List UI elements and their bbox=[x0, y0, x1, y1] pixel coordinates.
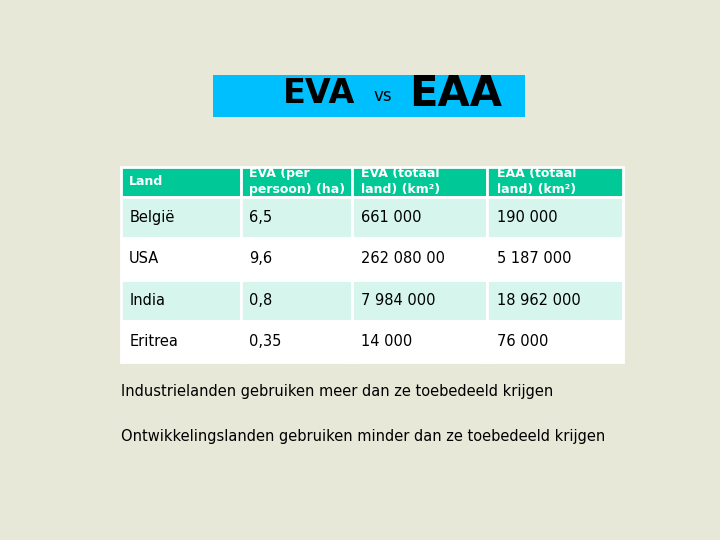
Text: 5 187 000: 5 187 000 bbox=[497, 252, 571, 266]
FancyBboxPatch shape bbox=[487, 280, 623, 321]
Text: 7 984 000: 7 984 000 bbox=[361, 293, 436, 308]
FancyBboxPatch shape bbox=[351, 280, 487, 321]
FancyBboxPatch shape bbox=[487, 238, 623, 280]
FancyBboxPatch shape bbox=[121, 321, 241, 362]
FancyBboxPatch shape bbox=[121, 238, 241, 280]
FancyBboxPatch shape bbox=[487, 321, 623, 362]
Text: 6,5: 6,5 bbox=[249, 210, 272, 225]
Text: 0,8: 0,8 bbox=[249, 293, 272, 308]
Text: USA: USA bbox=[129, 252, 159, 266]
Text: Ontwikkelingslanden gebruiken minder dan ze toebedeeld krijgen: Ontwikkelingslanden gebruiken minder dan… bbox=[121, 429, 605, 444]
Text: 190 000: 190 000 bbox=[497, 210, 557, 225]
Text: Eritrea: Eritrea bbox=[129, 334, 178, 349]
FancyBboxPatch shape bbox=[351, 167, 487, 197]
FancyBboxPatch shape bbox=[487, 197, 623, 238]
FancyBboxPatch shape bbox=[241, 238, 351, 280]
FancyBboxPatch shape bbox=[487, 167, 623, 197]
FancyBboxPatch shape bbox=[121, 167, 241, 197]
Text: 18 962 000: 18 962 000 bbox=[497, 293, 580, 308]
Text: EAA: EAA bbox=[409, 73, 502, 115]
Text: vs: vs bbox=[374, 87, 392, 105]
Text: 0,35: 0,35 bbox=[249, 334, 282, 349]
FancyBboxPatch shape bbox=[213, 75, 526, 117]
FancyBboxPatch shape bbox=[241, 197, 351, 238]
Text: 661 000: 661 000 bbox=[361, 210, 422, 225]
Text: EVA (totaal
land) (km²): EVA (totaal land) (km²) bbox=[361, 167, 441, 197]
FancyBboxPatch shape bbox=[121, 280, 241, 321]
Text: 76 000: 76 000 bbox=[497, 334, 548, 349]
Text: EAA (totaal
land) (km²): EAA (totaal land) (km²) bbox=[497, 167, 576, 197]
Text: EVA (per
persoon) (ha): EVA (per persoon) (ha) bbox=[249, 167, 345, 197]
FancyBboxPatch shape bbox=[241, 280, 351, 321]
Text: Industrielanden gebruiken meer dan ze toebedeeld krijgen: Industrielanden gebruiken meer dan ze to… bbox=[121, 384, 553, 399]
Text: Land: Land bbox=[129, 176, 163, 188]
Text: 14 000: 14 000 bbox=[361, 334, 413, 349]
FancyBboxPatch shape bbox=[351, 197, 487, 238]
FancyBboxPatch shape bbox=[241, 167, 351, 197]
FancyBboxPatch shape bbox=[241, 321, 351, 362]
Text: EVA: EVA bbox=[282, 77, 355, 110]
Text: België: België bbox=[129, 210, 174, 225]
FancyBboxPatch shape bbox=[351, 321, 487, 362]
Text: India: India bbox=[129, 293, 165, 308]
Text: 262 080 00: 262 080 00 bbox=[361, 252, 445, 266]
Text: 9,6: 9,6 bbox=[249, 252, 272, 266]
FancyBboxPatch shape bbox=[351, 238, 487, 280]
FancyBboxPatch shape bbox=[121, 197, 241, 238]
